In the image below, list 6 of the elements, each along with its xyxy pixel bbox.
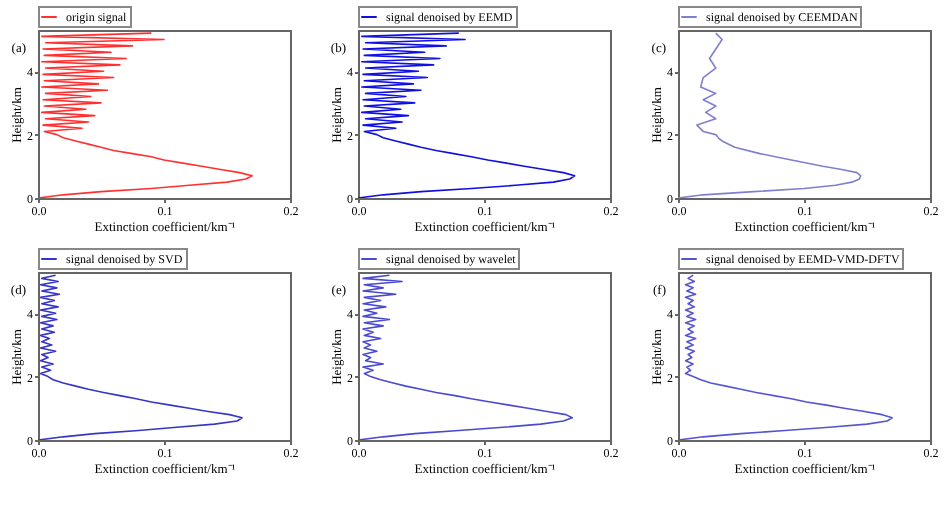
line-series <box>678 274 893 440</box>
line-series <box>358 274 573 440</box>
line-series <box>678 32 862 198</box>
line-series <box>38 274 243 440</box>
line-series <box>358 32 576 198</box>
line-series <box>38 32 253 198</box>
